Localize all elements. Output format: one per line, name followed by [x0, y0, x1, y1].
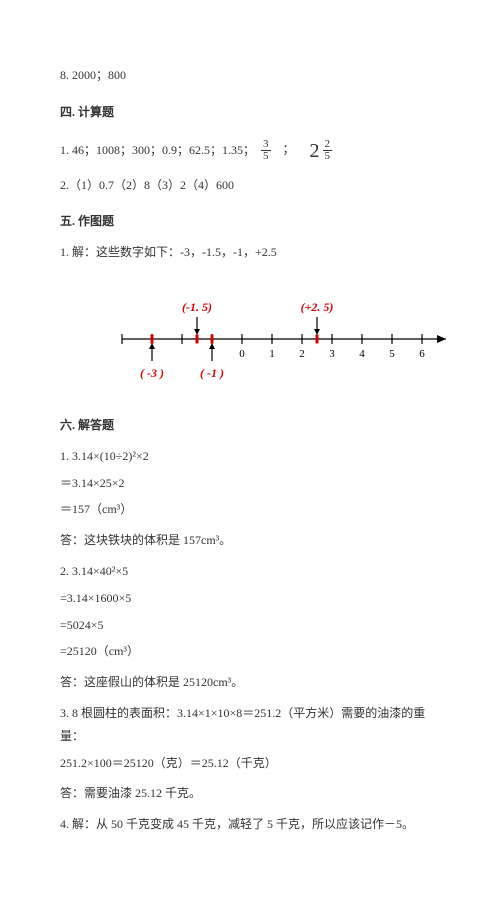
frac2-den: 5: [323, 151, 333, 162]
section6-line-9: 3. 8 根圆柱的表面积：3.14×1×10×8＝251.2（平方米）需要的油漆…: [60, 702, 440, 748]
section4-heading: 四. 计算题: [60, 101, 440, 124]
svg-text:( -3 ): ( -3 ): [140, 366, 164, 380]
s4l1-prefix: 1. 46；1008；300；0.9；62.5；1.35；: [60, 142, 255, 156]
section6-line-11: 答：需要油漆 25.12 千克。: [60, 782, 440, 805]
number-line-diagram: 0 1 2 3 4 5 6 ( -3 ) (-1. 5) ( -1 ) (+2. 5): [110, 284, 460, 394]
s4-colon: ；: [283, 142, 295, 156]
section6-line-7: =25120（cm³）: [60, 640, 440, 663]
svg-text:3: 3: [329, 348, 335, 360]
section4-line2: 2.（1）0.7（2）8（3）2（4）600: [60, 174, 440, 197]
frac1-den: 5: [261, 151, 271, 162]
section6-line-5: =3.14×1600×5: [60, 587, 440, 610]
section6-line-0: 1. 3.14×(10÷2)²×2: [60, 445, 440, 468]
section4-line1: 1. 46；1008；300；0.9；62.5；1.35； 3 5 ； 2 2 …: [60, 132, 440, 170]
section6-line-2: ＝157（cm³）: [60, 498, 440, 521]
svg-text:( -1 ): ( -1 ): [200, 366, 224, 380]
section6-line-12: 4. 解：从 50 千克变成 45 千克，减轻了 5 千克，所以应该记作－5。: [60, 813, 440, 836]
svg-text:4: 4: [359, 348, 365, 360]
section6-line-1: ＝3.14×25×2: [60, 472, 440, 495]
section6-line-3: 答：这块铁块的体积是 157cm³。: [60, 529, 440, 552]
section6-line-10: 251.2×100＝25120（克）＝25.12（千克）: [60, 752, 440, 775]
section5-line1: 1. 解：这些数字如下：-3，-1.5，-1，+2.5: [60, 241, 440, 264]
svg-text:1: 1: [269, 348, 275, 360]
section6-line-8: 答：这座假山的体积是 25120cm³。: [60, 671, 440, 694]
svg-text:0: 0: [239, 348, 245, 360]
svg-text:6: 6: [419, 348, 425, 360]
section6-body: 1. 3.14×(10÷2)²×2 ＝3.14×25×2 ＝157（cm³） 答：这块…: [60, 445, 440, 836]
svg-text:(-1. 5): (-1. 5): [182, 300, 212, 314]
svg-text:5: 5: [389, 348, 395, 360]
item-8: 8. 2000；800: [60, 64, 440, 87]
mixed-integer: 2: [310, 140, 320, 162]
fraction-2-5: 2 5: [323, 139, 333, 162]
fraction-3-5: 3 5: [261, 139, 271, 162]
svg-text:(+2. 5): (+2. 5): [301, 300, 334, 314]
section6-heading: 六. 解答题: [60, 414, 440, 437]
section6-line-6: =5024×5: [60, 614, 440, 637]
section6-line-4: 2. 3.14×40²×5: [60, 560, 440, 583]
svg-text:2: 2: [299, 348, 305, 360]
number-line-svg: 0 1 2 3 4 5 6 ( -3 ) (-1. 5) ( -1 ) (+2. 5): [110, 284, 460, 394]
section5-heading: 五. 作图题: [60, 210, 440, 233]
